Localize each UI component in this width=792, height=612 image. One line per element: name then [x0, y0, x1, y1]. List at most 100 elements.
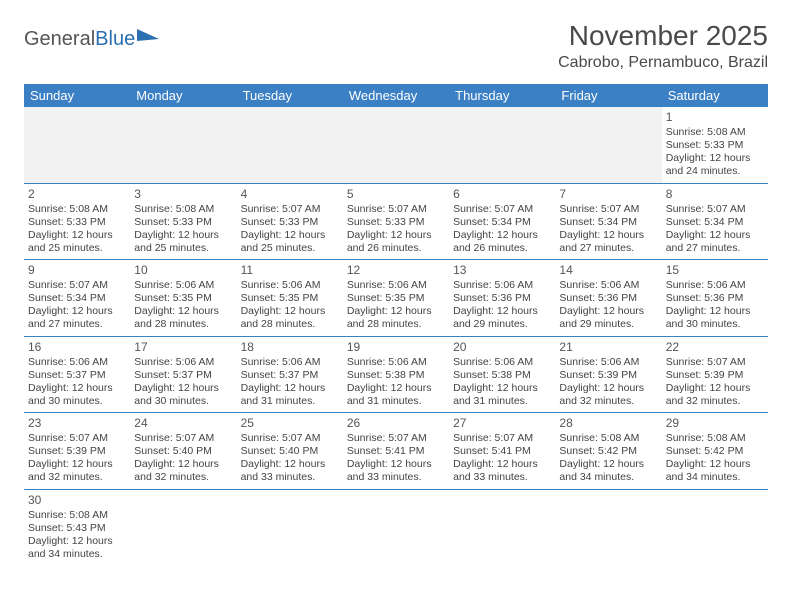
sunrise-text: Sunrise: 5:07 AM [666, 203, 764, 216]
daylight-text: Daylight: 12 hours and 30 minutes. [134, 382, 232, 408]
calendar-day-cell: 30Sunrise: 5:08 AMSunset: 5:43 PMDayligh… [24, 489, 130, 565]
sunset-text: Sunset: 5:35 PM [347, 292, 445, 305]
calendar-day-cell: 16Sunrise: 5:06 AMSunset: 5:37 PMDayligh… [24, 336, 130, 413]
sunset-text: Sunset: 5:39 PM [28, 445, 126, 458]
calendar-day-cell: 3Sunrise: 5:08 AMSunset: 5:33 PMDaylight… [130, 183, 236, 260]
calendar-empty-cell [343, 107, 449, 183]
location-subtitle: Cabrobo, Pernambuco, Brazil [558, 54, 768, 72]
day-number: 11 [241, 263, 339, 278]
sunrise-text: Sunrise: 5:06 AM [241, 279, 339, 292]
daylight-text: Daylight: 12 hours and 30 minutes. [666, 305, 764, 331]
day-number: 10 [134, 263, 232, 278]
daylight-text: Daylight: 12 hours and 28 minutes. [241, 305, 339, 331]
sunset-text: Sunset: 5:36 PM [666, 292, 764, 305]
calendar-empty-cell [24, 107, 130, 183]
daylight-text: Daylight: 12 hours and 32 minutes. [28, 458, 126, 484]
sunset-text: Sunset: 5:39 PM [559, 369, 657, 382]
sunset-text: Sunset: 5:37 PM [241, 369, 339, 382]
sunset-text: Sunset: 5:34 PM [28, 292, 126, 305]
sunrise-text: Sunrise: 5:08 AM [559, 432, 657, 445]
calendar-day-cell: 14Sunrise: 5:06 AMSunset: 5:36 PMDayligh… [555, 260, 661, 337]
calendar-empty-cell [237, 107, 343, 183]
sunset-text: Sunset: 5:37 PM [28, 369, 126, 382]
calendar-day-cell: 13Sunrise: 5:06 AMSunset: 5:36 PMDayligh… [449, 260, 555, 337]
calendar-day-cell: 7Sunrise: 5:07 AMSunset: 5:34 PMDaylight… [555, 183, 661, 260]
calendar-day-cell: 15Sunrise: 5:06 AMSunset: 5:36 PMDayligh… [662, 260, 768, 337]
calendar-empty-cell [662, 489, 768, 565]
calendar-day-cell: 8Sunrise: 5:07 AMSunset: 5:34 PMDaylight… [662, 183, 768, 260]
daylight-text: Daylight: 12 hours and 24 minutes. [666, 152, 764, 178]
calendar-day-cell: 11Sunrise: 5:06 AMSunset: 5:35 PMDayligh… [237, 260, 343, 337]
sunset-text: Sunset: 5:33 PM [241, 216, 339, 229]
day-number: 7 [559, 187, 657, 202]
calendar-empty-cell [555, 107, 661, 183]
calendar-day-cell: 21Sunrise: 5:06 AMSunset: 5:39 PMDayligh… [555, 336, 661, 413]
day-number: 13 [453, 263, 551, 278]
calendar-day-cell: 17Sunrise: 5:06 AMSunset: 5:37 PMDayligh… [130, 336, 236, 413]
daylight-text: Daylight: 12 hours and 28 minutes. [134, 305, 232, 331]
day-header: Saturday [662, 84, 768, 107]
calendar-week: 23Sunrise: 5:07 AMSunset: 5:39 PMDayligh… [24, 413, 768, 490]
sunrise-text: Sunrise: 5:06 AM [453, 279, 551, 292]
sunset-text: Sunset: 5:38 PM [453, 369, 551, 382]
day-number: 14 [559, 263, 657, 278]
day-number: 22 [666, 340, 764, 355]
sunrise-text: Sunrise: 5:06 AM [241, 356, 339, 369]
day-header: Monday [130, 84, 236, 107]
calendar-day-cell: 26Sunrise: 5:07 AMSunset: 5:41 PMDayligh… [343, 413, 449, 490]
daylight-text: Daylight: 12 hours and 30 minutes. [28, 382, 126, 408]
sunset-text: Sunset: 5:43 PM [28, 522, 126, 535]
calendar-day-cell: 25Sunrise: 5:07 AMSunset: 5:40 PMDayligh… [237, 413, 343, 490]
day-number: 16 [28, 340, 126, 355]
sunrise-text: Sunrise: 5:07 AM [347, 432, 445, 445]
daylight-text: Daylight: 12 hours and 33 minutes. [241, 458, 339, 484]
daylight-text: Daylight: 12 hours and 34 minutes. [559, 458, 657, 484]
daylight-text: Daylight: 12 hours and 25 minutes. [134, 229, 232, 255]
day-number: 24 [134, 416, 232, 431]
calendar-page: GeneralBlue November 2025 Cabrobo, Perna… [0, 0, 792, 565]
sunrise-text: Sunrise: 5:07 AM [453, 203, 551, 216]
daylight-text: Daylight: 12 hours and 26 minutes. [347, 229, 445, 255]
sunrise-text: Sunrise: 5:07 AM [347, 203, 445, 216]
sunrise-text: Sunrise: 5:08 AM [666, 126, 764, 139]
daylight-text: Daylight: 12 hours and 29 minutes. [453, 305, 551, 331]
sunrise-text: Sunrise: 5:06 AM [559, 279, 657, 292]
calendar-day-cell: 5Sunrise: 5:07 AMSunset: 5:33 PMDaylight… [343, 183, 449, 260]
day-number: 4 [241, 187, 339, 202]
daylight-text: Daylight: 12 hours and 27 minutes. [666, 229, 764, 255]
daylight-text: Daylight: 12 hours and 25 minutes. [28, 229, 126, 255]
sunrise-text: Sunrise: 5:06 AM [559, 356, 657, 369]
day-number: 25 [241, 416, 339, 431]
brand-part1: General [24, 28, 95, 51]
day-number: 26 [347, 416, 445, 431]
calendar-day-cell: 20Sunrise: 5:06 AMSunset: 5:38 PMDayligh… [449, 336, 555, 413]
calendar-week: 30Sunrise: 5:08 AMSunset: 5:43 PMDayligh… [24, 489, 768, 565]
sunrise-text: Sunrise: 5:06 AM [347, 356, 445, 369]
day-number: 28 [559, 416, 657, 431]
sunset-text: Sunset: 5:36 PM [559, 292, 657, 305]
sunset-text: Sunset: 5:38 PM [347, 369, 445, 382]
sunset-text: Sunset: 5:35 PM [134, 292, 232, 305]
day-number: 9 [28, 263, 126, 278]
calendar-week: 16Sunrise: 5:06 AMSunset: 5:37 PMDayligh… [24, 336, 768, 413]
calendar-empty-cell [449, 107, 555, 183]
sunrise-text: Sunrise: 5:07 AM [666, 356, 764, 369]
calendar-day-cell: 4Sunrise: 5:07 AMSunset: 5:33 PMDaylight… [237, 183, 343, 260]
day-number: 19 [347, 340, 445, 355]
brand-logo: GeneralBlue [24, 28, 159, 51]
sunrise-text: Sunrise: 5:06 AM [347, 279, 445, 292]
sunset-text: Sunset: 5:39 PM [666, 369, 764, 382]
day-header: Tuesday [237, 84, 343, 107]
sunset-text: Sunset: 5:33 PM [347, 216, 445, 229]
calendar-day-cell: 9Sunrise: 5:07 AMSunset: 5:34 PMDaylight… [24, 260, 130, 337]
calendar-empty-cell [449, 489, 555, 565]
sunset-text: Sunset: 5:34 PM [666, 216, 764, 229]
calendar-empty-cell [343, 489, 449, 565]
sunset-text: Sunset: 5:33 PM [28, 216, 126, 229]
sunset-text: Sunset: 5:42 PM [666, 445, 764, 458]
sunset-text: Sunset: 5:41 PM [453, 445, 551, 458]
day-number: 20 [453, 340, 551, 355]
sunrise-text: Sunrise: 5:07 AM [241, 203, 339, 216]
sunrise-text: Sunrise: 5:06 AM [453, 356, 551, 369]
sunrise-text: Sunrise: 5:08 AM [134, 203, 232, 216]
